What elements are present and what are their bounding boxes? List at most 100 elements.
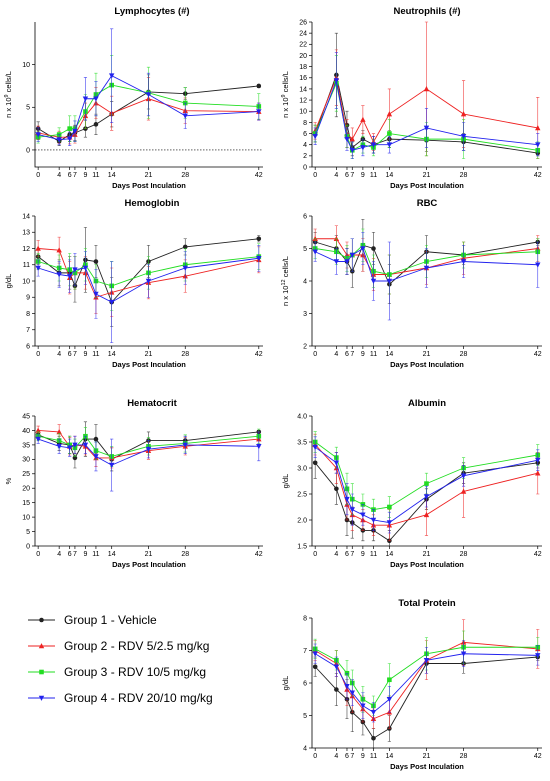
chart-lymph: Lymphocytes (#) 0 5 10 0 4 6 7 9 11 14 21 28 42 Days P…	[4, 6, 263, 190]
data-point	[56, 444, 62, 450]
y-tick-label: 4	[303, 142, 307, 149]
x-axis-label: Days Post Inculation	[112, 181, 186, 190]
y-tick-label: 24	[299, 31, 307, 38]
series-line	[38, 256, 259, 287]
data-point	[333, 259, 340, 265]
y-tick-label: 15	[22, 500, 30, 507]
chart-title: RBC	[417, 198, 438, 209]
legend-label: Group 1 - Vehicle	[64, 613, 157, 627]
x-tick-label: 6	[345, 351, 349, 358]
data-point	[93, 96, 99, 102]
data-point	[109, 299, 115, 306]
x-tick-label: 14	[385, 753, 393, 760]
data-point	[145, 446, 152, 453]
series-line	[314, 653, 538, 713]
series-line	[37, 431, 259, 460]
x-axis-label: Days Post Inculation	[112, 360, 186, 369]
x-axis-label: Days Post Inculation	[390, 360, 464, 369]
data-point	[93, 259, 99, 264]
x-tick-label: 0	[36, 351, 40, 358]
legend-item-g3: Group 3 - RDV 10/5 mg/kg	[28, 665, 206, 679]
data-point	[72, 128, 78, 135]
x-tick-label: 4	[57, 351, 61, 358]
data-point	[312, 651, 318, 657]
legend-label: Group 2 - RDV 5/2.5 mg/kg	[64, 639, 209, 653]
data-point	[387, 131, 392, 136]
legend-label: Group 3 - RDV 10/5 mg/kg	[64, 665, 206, 679]
data-point	[423, 86, 430, 92]
series-g4	[312, 231, 541, 321]
data-point	[333, 78, 340, 84]
series-line	[37, 238, 259, 303]
data-point	[360, 145, 366, 151]
y-tick-label: 22	[299, 42, 307, 49]
data-point	[182, 442, 188, 448]
y-axis-label: g/dL	[4, 274, 13, 289]
data-point	[387, 504, 392, 510]
data-point	[35, 427, 41, 433]
y-tick-label: 6	[26, 343, 30, 350]
y-tick-label: 5	[303, 246, 307, 253]
chart-title: Hemoglobin	[125, 198, 180, 209]
x-tick-label: 9	[361, 172, 365, 179]
x-tick-label: 11	[92, 172, 99, 179]
data-point	[109, 73, 115, 79]
data-point	[360, 512, 366, 518]
data-point	[256, 444, 262, 450]
x-tick-label: 14	[385, 551, 393, 558]
legend: Group 1 - Vehicle Group 2 - RDV 5/2.5 mg/…	[28, 613, 213, 705]
series-line	[38, 257, 259, 303]
data-point	[256, 83, 262, 89]
y-tick-label: 6	[303, 213, 307, 220]
axes	[311, 22, 542, 168]
x-tick-label: 11	[370, 172, 377, 179]
y-axis-label: n x 109 cells/L	[281, 71, 290, 118]
y-tick-label: 20	[299, 53, 307, 60]
chart-alb: Albumin 1.5 2.0 2.5 3.0 3.5 4.0 0 4 6 7 9 11 14 21 28 42…	[281, 398, 542, 569]
series-line	[38, 248, 259, 298]
y-tick-label: 11	[23, 262, 30, 269]
data-point	[145, 92, 152, 98]
data-point	[460, 134, 467, 140]
data-point	[535, 142, 541, 148]
data-point	[67, 126, 72, 131]
data-point	[371, 246, 376, 251]
data-point	[349, 136, 355, 142]
series-line	[37, 85, 259, 142]
series-line	[38, 84, 259, 138]
legend-marker	[39, 669, 44, 675]
legend-item-g4: Group 4 - RDV 20/10 mg/kg	[28, 691, 213, 705]
data-point	[66, 136, 73, 142]
series-g4	[312, 640, 541, 723]
data-point	[312, 444, 318, 451]
x-tick-label: 7	[350, 551, 354, 558]
data-point	[535, 470, 541, 476]
data-point	[82, 265, 89, 271]
series-line	[314, 78, 538, 151]
x-tick-label: 11	[92, 551, 99, 558]
y-tick-label: 4	[303, 745, 307, 752]
series-line	[38, 429, 259, 459]
y-tick-label: 0	[26, 543, 30, 550]
data-point	[72, 442, 78, 448]
x-tick-label: 11	[92, 351, 99, 358]
x-tick-label: 42	[534, 351, 542, 358]
data-point	[535, 262, 541, 268]
data-point	[82, 96, 89, 102]
y-tick-label: 4	[303, 278, 307, 285]
y-tick-label: 5	[26, 529, 30, 536]
series-line	[314, 73, 538, 154]
data-point	[370, 142, 377, 148]
series-line	[38, 75, 259, 141]
y-tick-label: 13	[22, 230, 30, 237]
data-point	[333, 460, 340, 466]
data-point	[460, 473, 467, 479]
series-line	[314, 656, 538, 739]
y-tick-label: 5	[26, 105, 30, 112]
data-point	[56, 272, 62, 278]
series-line	[314, 446, 538, 524]
